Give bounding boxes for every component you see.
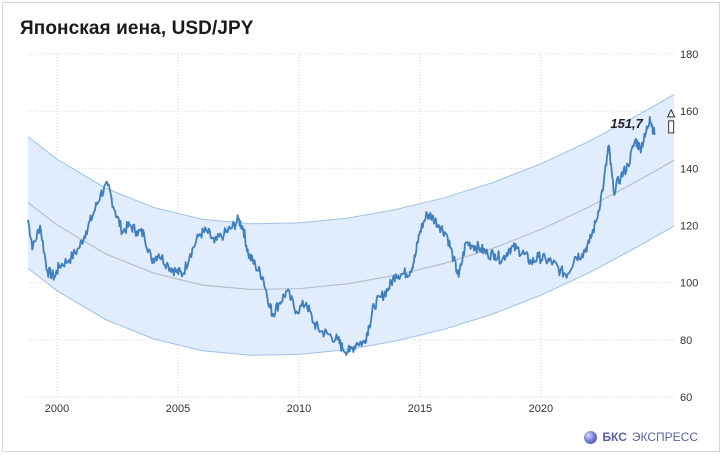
sphere-logo-icon bbox=[584, 430, 598, 444]
y-axis-ticks: 60 80 100 120 140 160 180 bbox=[680, 49, 698, 404]
y-tick-label: 60 bbox=[680, 392, 692, 404]
x-tick-label: 2005 bbox=[166, 403, 190, 415]
channel-lower-edge bbox=[27, 225, 675, 356]
y-tick-label: 80 bbox=[680, 335, 692, 347]
usd-jpy-series-line bbox=[27, 116, 656, 356]
trend-channel bbox=[28, 94, 674, 356]
x-tick-label: 2015 bbox=[408, 403, 432, 415]
last-value-label: 151,7 bbox=[610, 116, 643, 131]
brand-name-rest: ЭКСПРЕСС bbox=[631, 430, 698, 444]
last-value-arrow-icon bbox=[666, 108, 676, 118]
y-tick-label: 160 bbox=[680, 106, 698, 118]
x-tick-label: 2000 bbox=[45, 403, 69, 415]
y-tick-label: 180 bbox=[680, 49, 698, 61]
x-tick-label: 2020 bbox=[529, 403, 553, 415]
y-tick-label: 100 bbox=[680, 278, 698, 290]
last-value-marker bbox=[666, 108, 676, 134]
channel-upper-edge bbox=[27, 94, 675, 225]
x-tick-label: 2010 bbox=[287, 403, 311, 415]
last-value-marker-box bbox=[668, 120, 675, 134]
brand-name-bold: БКС bbox=[602, 430, 627, 444]
y-tick-label: 140 bbox=[680, 163, 698, 175]
y-tick-label: 120 bbox=[680, 221, 698, 233]
trend-center-line bbox=[27, 159, 675, 291]
chart-title: Японская иена, USD/JPY bbox=[20, 18, 254, 39]
x-axis-ticks: 2000 2005 2010 2015 2020 bbox=[45, 403, 553, 415]
brand-watermark: БКС ЭКСПРЕСС bbox=[584, 430, 698, 444]
